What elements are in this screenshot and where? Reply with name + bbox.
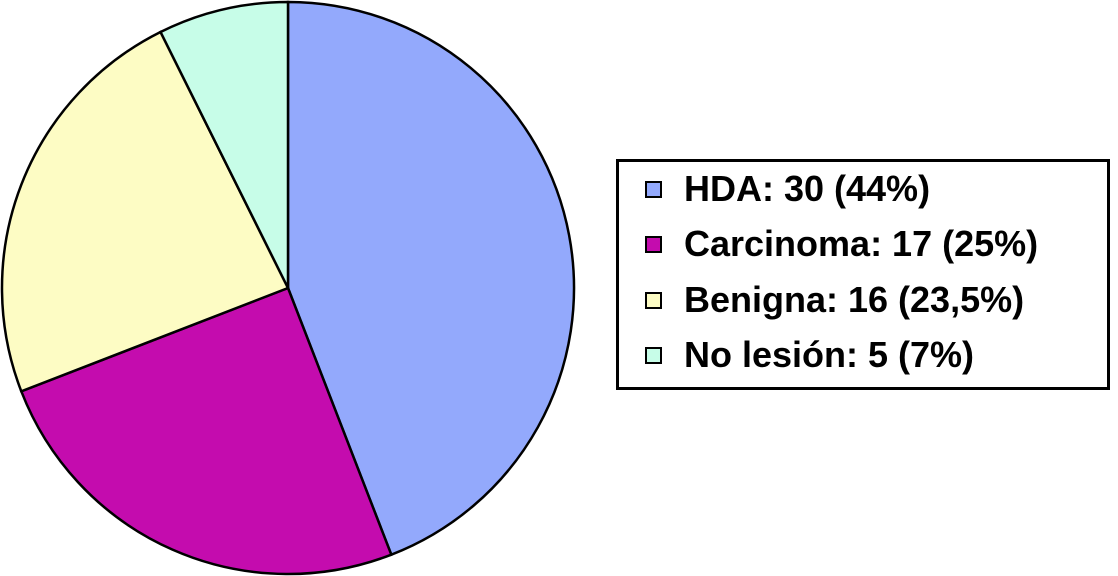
legend-swatch-carcinoma [645,235,662,253]
pie-slice-benigna [0,30,290,393]
legend-item-hda: HDA: 30 (44%) [645,169,930,209]
pie-plot-area [0,0,576,576]
pie-slice-carcinoma [19,286,393,576]
legend-swatch-benigna [645,291,662,309]
legend-label-benigna: Benigna: 16 (23,5%) [684,279,1025,320]
legend-label-hda: HDA: 30 (44%) [684,168,931,209]
legend-label-no-lesion: No lesión: 5 (7%) [684,334,975,375]
legend: HDA: 30 (44%) Carcinoma: 17 (25%) Benign… [616,159,1110,390]
legend-item-benigna: Benigna: 16 (23,5%) [645,280,1024,320]
legend-item-carcinoma: Carcinoma: 17 (25%) [645,224,1038,264]
legend-swatch-no-lesion [645,346,662,364]
pie-slice-no-lesion [158,0,290,289]
legend-item-no-lesion: No lesión: 5 (7%) [645,335,974,375]
pie-slice-hda [286,0,576,557]
legend-swatch-hda [645,180,662,198]
legend-label-carcinoma: Carcinoma: 17 (25%) [684,223,1039,264]
